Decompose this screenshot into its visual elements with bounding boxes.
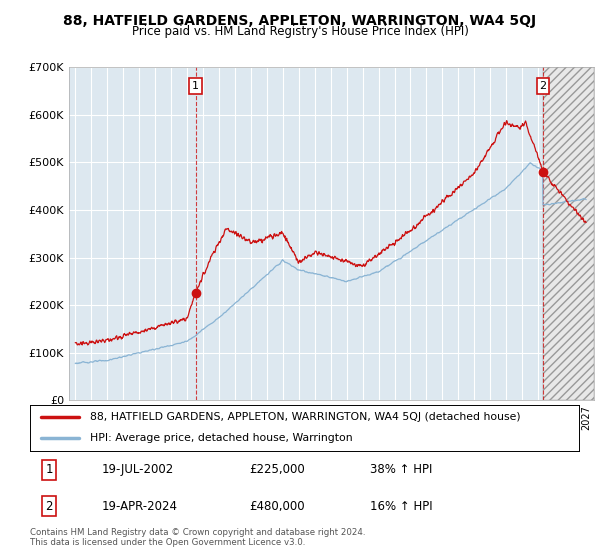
Text: HPI: Average price, detached house, Warrington: HPI: Average price, detached house, Warr… [91,433,353,444]
Text: 2: 2 [539,81,547,91]
Text: 1: 1 [192,81,199,91]
Text: Contains HM Land Registry data © Crown copyright and database right 2024.
This d: Contains HM Land Registry data © Crown c… [30,528,365,548]
Bar [543,67,594,400]
Text: £480,000: £480,000 [250,500,305,512]
Text: 19-APR-2024: 19-APR-2024 [101,500,178,512]
Text: 1: 1 [46,463,53,476]
Text: 2: 2 [46,500,53,512]
Text: 19-JUL-2002: 19-JUL-2002 [101,463,173,476]
Text: 88, HATFIELD GARDENS, APPLETON, WARRINGTON, WA4 5QJ (detached house): 88, HATFIELD GARDENS, APPLETON, WARRINGT… [91,412,521,422]
Text: £225,000: £225,000 [250,463,305,476]
Text: 16% ↑ HPI: 16% ↑ HPI [370,500,433,512]
Text: 38% ↑ HPI: 38% ↑ HPI [370,463,433,476]
Text: 88, HATFIELD GARDENS, APPLETON, WARRINGTON, WA4 5QJ: 88, HATFIELD GARDENS, APPLETON, WARRINGT… [64,14,536,28]
Text: Price paid vs. HM Land Registry's House Price Index (HPI): Price paid vs. HM Land Registry's House … [131,25,469,38]
